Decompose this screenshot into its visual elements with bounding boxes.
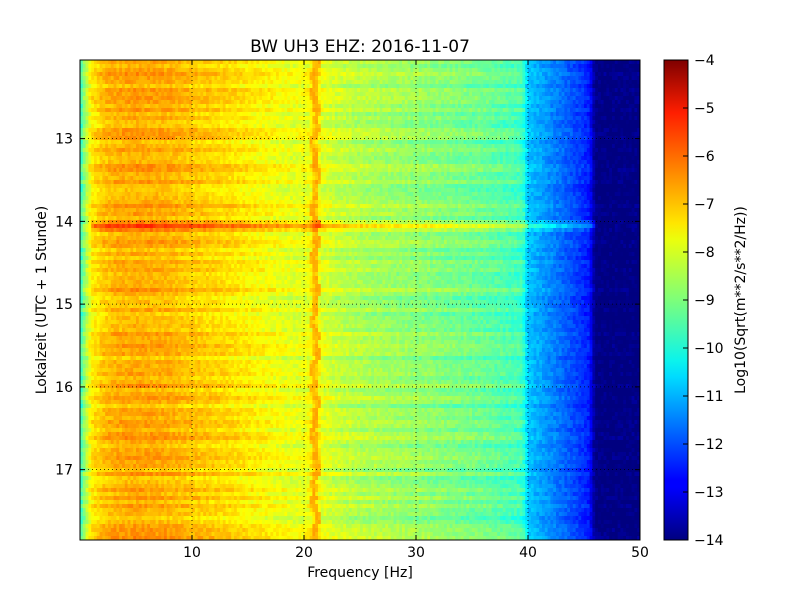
spectrogram-heatmap (80, 60, 641, 541)
chart-title: BW UH3 EHZ: 2016-11-07 (250, 37, 470, 57)
